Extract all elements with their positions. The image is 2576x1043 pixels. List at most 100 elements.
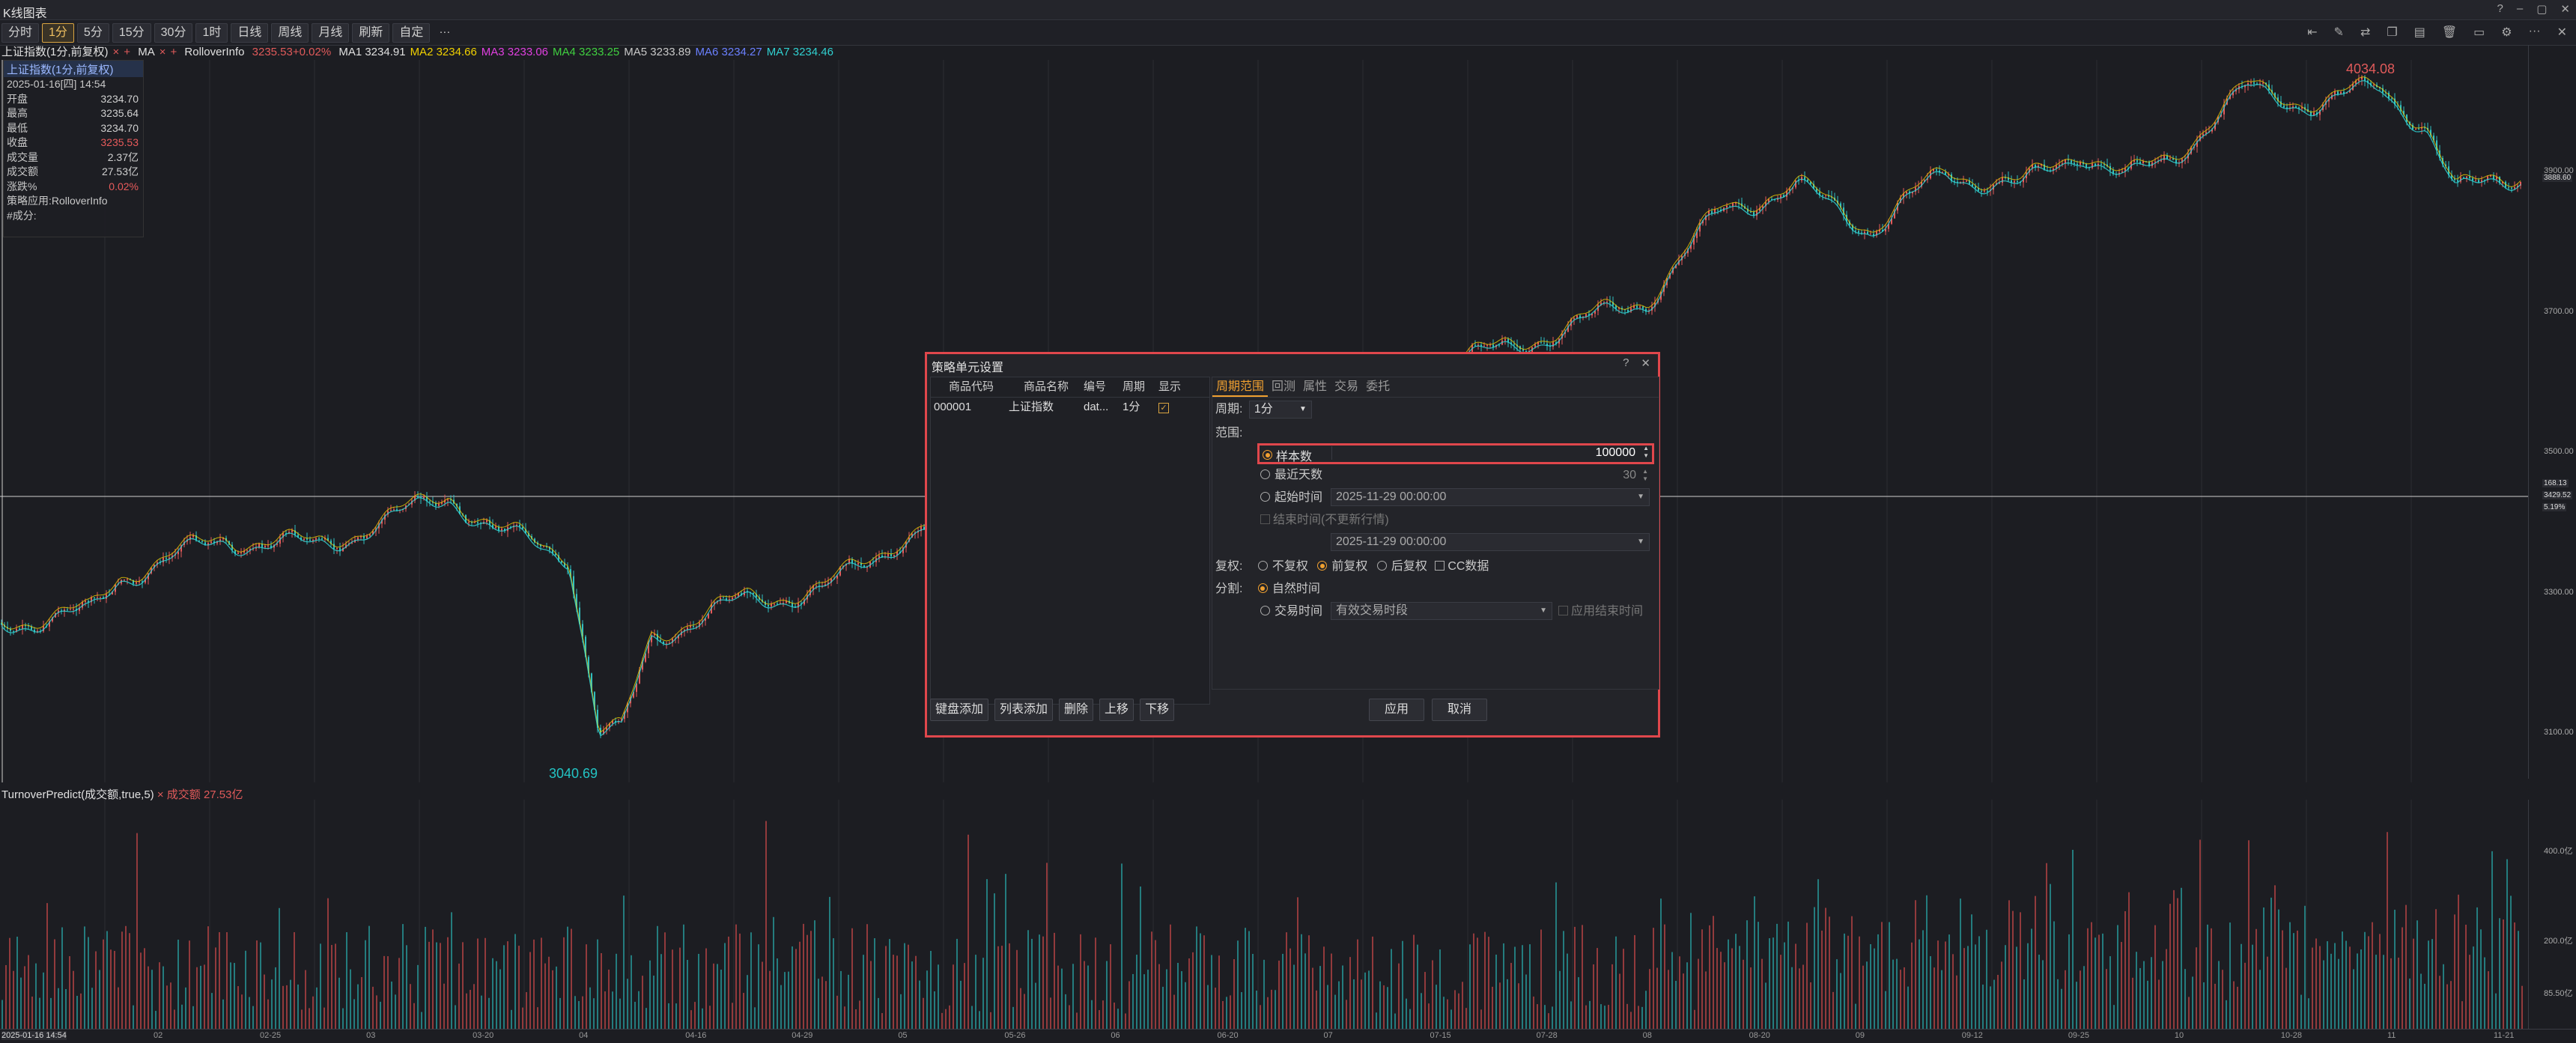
candle-body xyxy=(851,559,853,564)
table-row[interactable]: 000001 上证指数 dat... 1分 ✓ xyxy=(931,398,1209,417)
settings-icon[interactable]: ⚙ xyxy=(2501,26,2512,39)
candle-body xyxy=(585,636,586,657)
candle-body xyxy=(1891,218,1892,224)
end-time-select[interactable]: 2025-11-29 00:00:00 ▼ xyxy=(1331,533,1650,551)
recent-days-radio[interactable] xyxy=(1260,469,1270,480)
candle-body xyxy=(699,622,700,627)
candle-body xyxy=(2097,163,2099,166)
period-button[interactable]: 分时 xyxy=(1,23,40,43)
candle-body xyxy=(2106,164,2108,166)
tab-backtest[interactable]: 回测 xyxy=(1272,380,1296,393)
sample-input[interactable]: 100000 xyxy=(1331,446,1635,460)
dialog-help-icon[interactable]: ? xyxy=(1623,356,1629,369)
candle-body xyxy=(920,526,922,532)
tab-order[interactable]: 委托 xyxy=(1366,380,1391,393)
delete-icon[interactable]: 🗑 xyxy=(2441,26,2458,39)
trade-time-radio[interactable] xyxy=(1260,606,1270,616)
sample-spinner-icon[interactable]: ▲ ▼ xyxy=(1643,445,1649,459)
tab-trade[interactable]: 交易 xyxy=(1334,380,1359,393)
tab-attributes[interactable]: 属性 xyxy=(1303,380,1328,393)
more-icon[interactable]: ··· xyxy=(2528,25,2541,37)
period-button[interactable]: 30分 xyxy=(154,23,193,43)
delete-button[interactable]: 删除 xyxy=(1059,699,1094,721)
volume-indicator[interactable]: TurnoverPredict(成交额,true,5) xyxy=(1,788,154,801)
layout-icon[interactable]: ▤ xyxy=(2414,26,2425,39)
candle-body xyxy=(282,533,284,538)
ma-add-icon[interactable]: + xyxy=(170,46,177,58)
panel-close-icon[interactable]: ✕ xyxy=(2557,26,2567,39)
dialog-close-icon[interactable]: ✕ xyxy=(1641,357,1650,370)
candle-body xyxy=(19,628,20,630)
tab-period-range[interactable]: 周期范围 xyxy=(1212,377,1269,397)
show-checkbox[interactable]: ✓ xyxy=(1158,398,1188,417)
period-select[interactable]: 1分 ▼ xyxy=(1248,400,1312,419)
swap-icon[interactable]: ⇄ xyxy=(2360,26,2371,39)
sample-radio[interactable] xyxy=(1263,450,1272,460)
ma-close-icon[interactable]: × xyxy=(159,46,166,58)
draw-icon[interactable]: ✎ xyxy=(2333,26,2344,39)
back-icon[interactable]: ⇤ xyxy=(2307,26,2318,39)
forward-adjust-radio[interactable] xyxy=(1317,561,1328,571)
candle-body xyxy=(171,555,173,558)
title-bar: K线图表 ? – ▢ ✕ xyxy=(0,0,2576,20)
natural-time-label: 自然时间 xyxy=(1272,583,1320,595)
candle-body xyxy=(1546,344,1548,347)
start-time-select[interactable]: 2025-11-29 00:00:00 ▼ xyxy=(1331,488,1650,506)
candle-body xyxy=(357,537,359,541)
recent-days-input[interactable]: 30 xyxy=(1623,469,1636,481)
apply-button[interactable]: 应用 xyxy=(1369,699,1424,721)
period-button[interactable]: 1分 xyxy=(42,23,74,43)
volume-close-icon[interactable]: × xyxy=(157,788,164,801)
candle-body xyxy=(390,510,392,511)
period-button[interactable]: 刷新 xyxy=(352,23,390,43)
period-button[interactable]: 5分 xyxy=(76,23,109,43)
candle-body xyxy=(486,520,487,523)
legend-ma[interactable]: MA xyxy=(138,46,155,58)
apply-end-checkbox[interactable] xyxy=(1558,606,1568,616)
window-icon[interactable]: ▭ xyxy=(2473,26,2485,39)
move-down-button[interactable]: 下移 xyxy=(1140,699,1175,721)
no-adjust-radio[interactable] xyxy=(1257,561,1268,571)
help-icon[interactable]: ? xyxy=(2497,2,2503,15)
maximize-icon[interactable]: ▢ xyxy=(2536,3,2548,16)
keyboard-add-button[interactable]: 键盘添加 xyxy=(930,699,989,721)
minimize-icon[interactable]: – xyxy=(2516,2,2524,15)
candle-body xyxy=(1822,195,1823,196)
more-periods-button[interactable]: ··· xyxy=(439,25,451,38)
candle-body xyxy=(318,538,320,539)
period-button[interactable]: 日线 xyxy=(231,23,269,43)
close-icon[interactable]: ✕ xyxy=(2560,3,2570,16)
period-button[interactable]: 15分 xyxy=(112,23,151,43)
period-button[interactable]: 月线 xyxy=(312,23,350,43)
candle-body xyxy=(468,522,470,523)
end-time-checkbox[interactable] xyxy=(1260,514,1270,525)
list-add-button[interactable]: 列表添加 xyxy=(994,699,1054,721)
legend-add-icon[interactable]: + xyxy=(124,46,131,58)
cancel-button[interactable]: 取消 xyxy=(1432,699,1487,721)
candle-body xyxy=(1510,342,1512,344)
start-time-radio[interactable] xyxy=(1260,492,1270,502)
ma-legend-item: MA3 3233.06 xyxy=(481,46,549,58)
cell-name: 上证指数 xyxy=(1009,401,1054,413)
cc-data-checkbox[interactable] xyxy=(1435,561,1445,571)
legend-close-icon[interactable]: × xyxy=(112,46,120,58)
candle-body xyxy=(1987,190,1988,192)
move-up-button[interactable]: 上移 xyxy=(1099,699,1134,721)
candle-body xyxy=(606,727,607,731)
backward-adjust-radio[interactable] xyxy=(1376,561,1387,571)
bar-info-panel: 上证指数(1分,前复权) 2025-01-16[四] 14:54 开盘 3234.… xyxy=(3,60,144,237)
candle-body xyxy=(651,635,652,642)
period-button[interactable]: 自定 xyxy=(392,23,431,43)
col-period: 周期 xyxy=(1123,380,1146,393)
legend-rollover[interactable]: RolloverInfo xyxy=(184,46,245,58)
candle-body xyxy=(1840,203,1841,208)
natural-time-radio[interactable] xyxy=(1257,583,1268,594)
copy-icon[interactable]: ❐ xyxy=(2387,26,2398,39)
period-button[interactable]: 周线 xyxy=(271,23,309,43)
period-button[interactable]: 1时 xyxy=(195,23,228,43)
legend-symbol[interactable]: 上证指数(1分,前复权) xyxy=(1,46,109,58)
volume-chart[interactable] xyxy=(0,800,2528,1029)
candle-body xyxy=(303,538,305,540)
trade-session-select[interactable]: 有效交易时段 ▼ xyxy=(1331,602,1552,620)
days-spinner-icon[interactable]: ▲ ▼ xyxy=(1642,468,1648,482)
